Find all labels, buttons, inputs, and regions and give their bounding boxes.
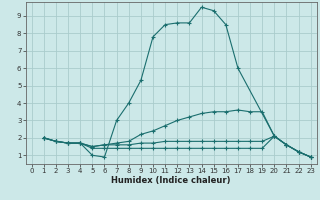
X-axis label: Humidex (Indice chaleur): Humidex (Indice chaleur)	[111, 176, 231, 185]
